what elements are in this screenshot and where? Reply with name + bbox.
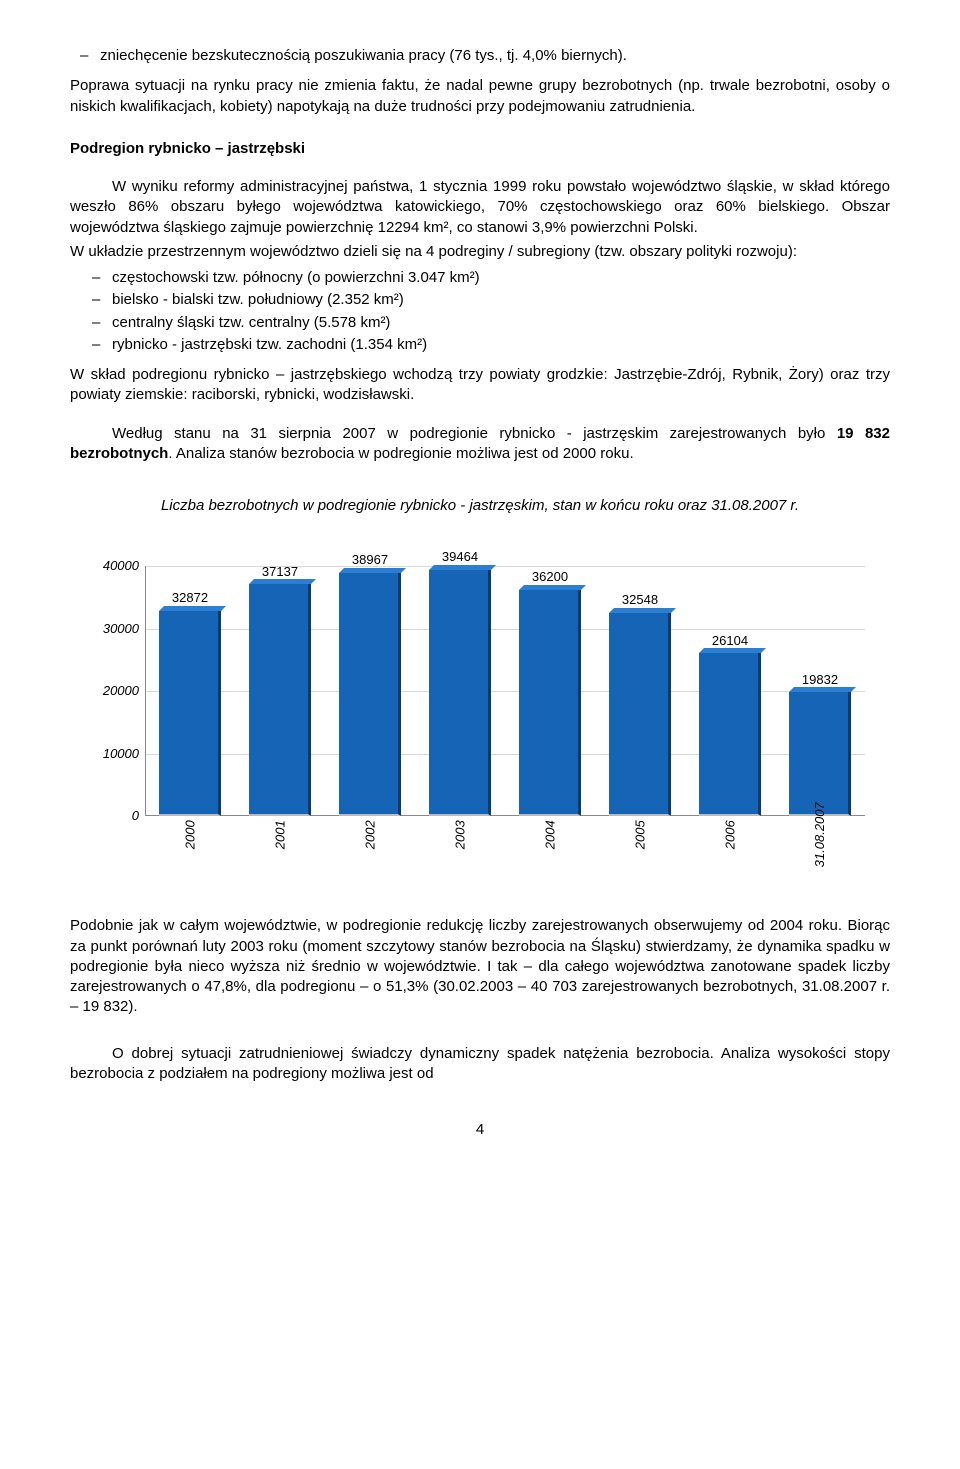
intro-list: zniechęcenie bezskutecznością poszukiwan…: [70, 46, 890, 66]
after-p7: O dobrej sytuacji zatrudnieniowej świadc…: [70, 1044, 890, 1085]
y-tick-label: 10000: [103, 745, 139, 763]
x-tick-label: 2002: [361, 821, 379, 850]
x-tick-label: 2001: [271, 821, 289, 850]
subregion-item: częstochowski tzw. północny (o powierzch…: [70, 268, 890, 288]
subregion-item: centralny śląski tzw. centralny (5.578 k…: [70, 313, 890, 333]
y-tick-label: 30000: [103, 620, 139, 638]
bar: [159, 611, 221, 816]
bar-value-label: 19832: [802, 671, 838, 689]
y-tick-label: 20000: [103, 682, 139, 700]
y-tick-label: 40000: [103, 557, 139, 575]
bar-value-label: 32548: [622, 591, 658, 609]
body-p5c: . Analiza stanów bezrobocia w podregioni…: [168, 445, 633, 462]
bar: [789, 692, 851, 816]
bar-chart: 0100002000030000400003287237137389673946…: [70, 556, 890, 876]
subregion-item: rybnicko - jastrzębski tzw. zachodni (1.…: [70, 335, 890, 355]
x-tick-label: 31.08.2007: [811, 802, 829, 867]
bar-value-label: 39464: [442, 548, 478, 566]
bar: [519, 590, 581, 816]
subregion-item: bielsko - bialski tzw. południowy (2.352…: [70, 290, 890, 310]
body-p5a: Według stanu na 31 sierpnia 2007 w podre…: [112, 425, 837, 442]
bar: [699, 653, 761, 816]
x-tick-label: 2005: [631, 821, 649, 850]
after-p6: Podobnie jak w całym województwie, w pod…: [70, 916, 890, 1017]
bar: [249, 584, 311, 816]
x-tick-label: 2006: [721, 821, 739, 850]
body-p2: W wyniku reformy administracyjnej państw…: [70, 177, 890, 238]
body-p5: Według stanu na 31 sierpnia 2007 w podre…: [70, 424, 890, 465]
bar-value-label: 36200: [532, 568, 568, 586]
subregion-list: częstochowski tzw. północny (o powierzch…: [70, 268, 890, 355]
bar: [339, 573, 401, 817]
body-p4: W skład podregionu rybnicko – jastrzębsk…: [70, 365, 890, 406]
intro-paragraph: Poprawa sytuacji na rynku pracy nie zmie…: [70, 76, 890, 117]
page-number: 4: [70, 1120, 890, 1140]
bar-value-label: 38967: [352, 551, 388, 569]
intro-bullet: zniechęcenie bezskutecznością poszukiwan…: [70, 46, 890, 66]
section-title: Podregion rybnicko – jastrzębski: [70, 139, 890, 159]
bar-value-label: 37137: [262, 563, 298, 581]
bar: [609, 613, 671, 816]
x-tick-label: 2003: [451, 821, 469, 850]
chart-title: Liczba bezrobotnych w podregionie rybnic…: [70, 496, 890, 516]
x-tick-label: 2000: [181, 821, 199, 850]
y-tick-label: 0: [132, 807, 139, 825]
bar: [429, 570, 491, 817]
bar-value-label: 32872: [172, 589, 208, 607]
bar-value-label: 26104: [712, 632, 748, 650]
x-tick-label: 2004: [541, 821, 559, 850]
body-p3: W układzie przestrzennym województwo dzi…: [70, 242, 890, 262]
